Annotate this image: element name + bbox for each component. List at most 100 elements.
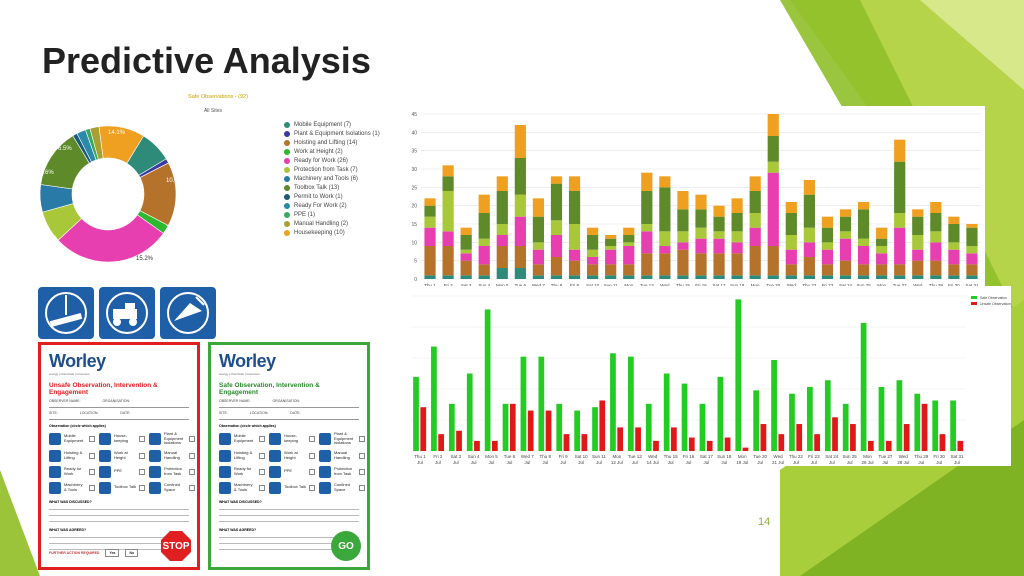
- unsafe-bar: [509, 403, 516, 451]
- legend-item: Housekeeping (10): [284, 228, 394, 237]
- field-line[interactable]: [49, 415, 189, 420]
- observation-option[interactable]: House-keeping: [269, 432, 315, 446]
- category-checkbox[interactable]: [309, 452, 315, 459]
- donut-slice: [57, 214, 164, 263]
- category-checkbox[interactable]: [89, 435, 95, 442]
- discussed-lines[interactable]: [49, 504, 189, 522]
- x-tick-label: Jul: [542, 460, 548, 465]
- observation-option[interactable]: Mobile Equipment: [219, 432, 265, 446]
- category-checkbox[interactable]: [259, 435, 265, 442]
- stacked-bar-segment: [731, 242, 743, 254]
- observation-option[interactable]: Protection from Task: [319, 465, 365, 478]
- no-checkbox[interactable]: No: [125, 549, 139, 557]
- observation-option[interactable]: PPE: [99, 465, 145, 478]
- observation-option[interactable]: Ready for Work: [49, 465, 95, 478]
- observation-option[interactable]: Hoisting & Lifting: [219, 449, 265, 462]
- legend-item: Manual Handling (2): [284, 219, 394, 228]
- y-tick-label: 15: [411, 222, 417, 228]
- stacked-bar-segment: [659, 253, 671, 276]
- observation-option[interactable]: Work at Height: [99, 449, 145, 462]
- x-tick-label: Jul: [435, 460, 441, 465]
- stacked-bar-segment: [930, 275, 942, 279]
- observation-option[interactable]: Plant & Equipment Isolations: [149, 431, 195, 446]
- x-tick-label: Sat 31: [965, 283, 979, 288]
- category-checkbox[interactable]: [259, 468, 265, 475]
- lifting-icon: [38, 287, 94, 339]
- form-fields-row1: OBSERVER NAME: ORGANISATION:: [219, 399, 359, 403]
- stacked-bar-segment: [894, 161, 906, 213]
- stacked-bar-segment: [641, 191, 653, 224]
- x-tick-label: Sun 11: [604, 283, 618, 288]
- stacked-bar-segment: [839, 231, 852, 239]
- logo-tagline: energy | chemicals | resources: [49, 372, 90, 376]
- category-checkbox[interactable]: [259, 452, 265, 459]
- category-checkbox[interactable]: [309, 468, 315, 475]
- stacked-bar-segment: [514, 194, 526, 217]
- category-checkbox[interactable]: [259, 484, 265, 491]
- category-checkbox[interactable]: [189, 452, 195, 459]
- stacked-bar-segment: [587, 227, 599, 235]
- yes-checkbox[interactable]: Yes: [105, 549, 120, 557]
- x-tick-label: Thu 29: [914, 454, 929, 459]
- category-checkbox[interactable]: [139, 452, 145, 459]
- observation-option[interactable]: Work at Height: [269, 449, 315, 462]
- observation-option[interactable]: Mobile Equipment: [49, 432, 95, 446]
- category-checkbox[interactable]: [309, 435, 315, 442]
- stacked-bar-segment: [894, 227, 906, 265]
- further-action-label: FURTHER ACTION REQUIRED: [49, 551, 100, 555]
- stacked-bar-segment: [839, 216, 852, 232]
- category-label: PPE: [284, 468, 293, 474]
- agreed-lines[interactable]: [219, 532, 359, 550]
- category-checkbox[interactable]: [189, 468, 195, 475]
- x-tick-label: Jul: [847, 460, 853, 465]
- field-site: SITE:: [219, 411, 228, 415]
- observation-option[interactable]: Confined Space: [319, 481, 365, 494]
- category-checkbox[interactable]: [139, 435, 145, 442]
- stacked-bar-segment: [532, 275, 545, 279]
- observation-option[interactable]: Manual Handling: [319, 449, 365, 462]
- category-checkbox[interactable]: [359, 468, 365, 475]
- category-checkbox[interactable]: [89, 484, 95, 491]
- stacked-bar-segment: [587, 264, 599, 276]
- category-checkbox[interactable]: [359, 484, 365, 491]
- category-checkbox[interactable]: [89, 468, 95, 475]
- category-checkbox[interactable]: [139, 484, 145, 491]
- slide-title: Predictive Analysis: [42, 40, 371, 81]
- category-checkbox[interactable]: [359, 435, 365, 442]
- observation-option[interactable]: Hoisting & Lifting: [49, 449, 95, 462]
- observation-option[interactable]: Machinery & Tools: [49, 481, 95, 494]
- field-line[interactable]: [49, 403, 189, 408]
- observation-option[interactable]: Machinery & Tools: [219, 481, 265, 494]
- category-checkbox[interactable]: [359, 452, 365, 459]
- x-tick-label: Jul: [793, 460, 799, 465]
- category-checkbox[interactable]: [189, 484, 195, 491]
- category-label: Manual Handling: [164, 450, 180, 460]
- further-action: FURTHER ACTION REQUIRED Yes No: [49, 549, 139, 557]
- field-line[interactable]: [219, 403, 359, 408]
- category-checkbox[interactable]: [139, 468, 145, 475]
- category-checkbox[interactable]: [189, 435, 195, 442]
- observation-option[interactable]: Protection from Task: [149, 465, 195, 478]
- field-line[interactable]: [219, 415, 359, 420]
- x-tick-label: Sun 4: [478, 283, 490, 288]
- discussed-lines[interactable]: [219, 504, 359, 522]
- legend-label: Unsafe Observation: [980, 302, 1011, 306]
- observation-option[interactable]: Manual Handling: [149, 449, 195, 462]
- category-checkbox[interactable]: [309, 484, 315, 491]
- observation-option[interactable]: Toolbox Talk: [99, 481, 145, 494]
- discussed-question: WHAT WAS DISCUSSED?: [219, 499, 262, 504]
- stacked-bar-segment: [749, 227, 761, 246]
- legend-label: Mobile Equipment (7): [294, 121, 352, 128]
- stacked-bar-segment: [587, 249, 599, 257]
- observation-option[interactable]: Ready for Work: [219, 465, 265, 478]
- category-checkbox[interactable]: [89, 452, 95, 459]
- stacked-bar-segment: [785, 249, 797, 265]
- observation-option[interactable]: Plant & Equipment Isolations: [319, 431, 365, 446]
- observation-option[interactable]: House-keeping: [99, 432, 145, 446]
- observation-option[interactable]: Toolbox Talk: [269, 481, 315, 494]
- donut-chart: 14.1% 6.5% 7.6% 10.9% 7.6% 28.3% 15.2%: [39, 125, 184, 263]
- safe-bar: [753, 390, 760, 451]
- observation-option[interactable]: PPE: [269, 465, 315, 478]
- observation-option[interactable]: Confined Space: [149, 481, 195, 494]
- form-fields-row2: SITE: LOCATION: DATE:: [219, 411, 359, 415]
